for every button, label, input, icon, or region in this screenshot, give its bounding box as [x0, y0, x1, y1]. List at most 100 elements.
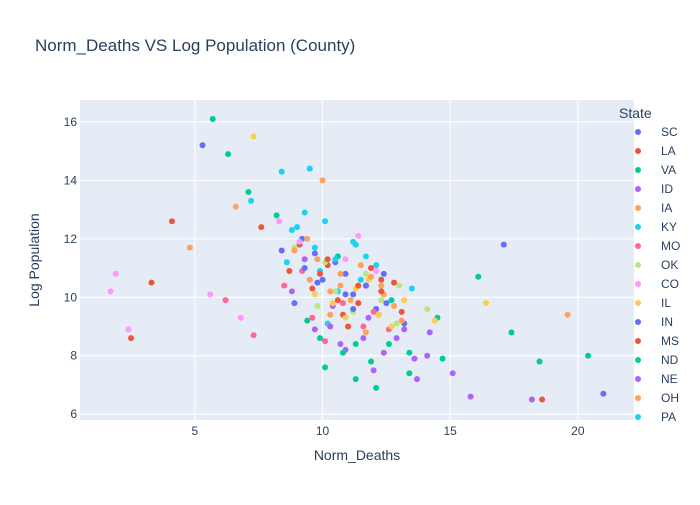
data-point	[199, 142, 206, 149]
legend-marker	[635, 129, 641, 135]
legend-item-in[interactable]: IN	[635, 315, 673, 329]
legend: SC LA VA ID IA KY MO OK CO IL IN MS ND NE OH PA	[635, 125, 680, 424]
legend-label: IL	[661, 296, 671, 310]
data-point	[449, 370, 456, 377]
legend-item-mo[interactable]: MO	[635, 239, 680, 253]
data-point	[350, 238, 357, 245]
legend-marker	[635, 338, 641, 344]
x-tick-label: 5	[192, 424, 199, 438]
data-point	[355, 300, 362, 307]
data-point	[327, 311, 334, 318]
y-tick-label: 14	[64, 173, 78, 187]
legend-item-nd[interactable]: ND	[635, 353, 679, 367]
data-point	[112, 270, 119, 277]
legend-item-ky[interactable]: KY	[635, 220, 677, 234]
legend-item-il[interactable]: IL	[635, 296, 671, 310]
legend-item-ne[interactable]: NE	[635, 372, 678, 386]
y-tick-label: 6	[70, 407, 77, 421]
data-point	[482, 300, 489, 307]
data-point	[309, 314, 316, 321]
data-point	[368, 273, 375, 280]
data-point	[391, 279, 398, 286]
data-point	[291, 247, 298, 254]
legend-item-oh[interactable]: OH	[635, 391, 679, 405]
series-in	[199, 142, 607, 397]
data-point	[352, 341, 359, 348]
legend-marker	[635, 224, 641, 230]
data-point	[283, 259, 290, 266]
data-point	[258, 224, 265, 231]
legend-item-id[interactable]: ID	[635, 182, 673, 196]
data-point	[431, 317, 438, 324]
x-tick-label: 10	[316, 424, 330, 438]
data-point	[278, 247, 285, 254]
data-point	[245, 189, 252, 196]
data-point	[278, 168, 285, 175]
data-point	[368, 358, 375, 365]
data-point	[286, 267, 293, 274]
legend-item-sc[interactable]: SC	[635, 125, 678, 139]
legend-marker	[635, 186, 641, 192]
data-point	[306, 276, 313, 283]
legend-marker	[635, 395, 641, 401]
plot-area	[80, 100, 634, 420]
data-point	[439, 355, 446, 362]
data-point	[322, 218, 329, 225]
data-point	[332, 288, 339, 295]
data-point	[424, 352, 431, 359]
legend-label: MS	[661, 334, 679, 348]
data-point	[342, 256, 349, 263]
series-nd	[316, 329, 592, 391]
data-point	[339, 349, 346, 356]
legend-item-co[interactable]: CO	[635, 277, 679, 291]
data-point	[393, 320, 400, 327]
legend-item-pa[interactable]: PA	[635, 410, 676, 424]
legend-item-ok[interactable]: OK	[635, 258, 678, 272]
legend-marker	[635, 262, 641, 268]
legend-item-la[interactable]: LA	[635, 144, 676, 158]
legend-marker	[635, 281, 641, 287]
data-point	[342, 270, 349, 277]
data-point	[508, 329, 515, 336]
data-point	[301, 265, 308, 272]
data-point	[125, 326, 132, 333]
data-point	[329, 300, 336, 307]
chart-title: Norm_Deaths VS Log Population (County)	[35, 36, 355, 55]
legend-label: MO	[661, 239, 680, 253]
data-point	[350, 291, 357, 298]
data-point	[209, 115, 216, 122]
grid	[80, 100, 634, 420]
data-point	[375, 311, 382, 318]
legend-item-ms[interactable]: MS	[635, 334, 679, 348]
data-point	[128, 335, 135, 342]
data-point	[107, 288, 114, 295]
y-axis-ticks: 6 8 10 12 14 16	[64, 115, 78, 421]
data-point	[355, 232, 362, 239]
data-point	[327, 288, 334, 295]
data-point	[324, 256, 331, 263]
legend-item-ia[interactable]: IA	[635, 201, 672, 215]
series-il	[250, 133, 489, 330]
data-point	[398, 317, 405, 324]
legend-label: NE	[661, 372, 678, 386]
data-point	[500, 241, 507, 248]
data-point	[370, 308, 377, 315]
data-point	[406, 370, 413, 377]
data-point	[426, 329, 433, 336]
data-point	[350, 305, 357, 312]
data-point	[388, 297, 395, 304]
data-point	[250, 133, 257, 140]
data-point	[380, 349, 387, 356]
legend-item-va[interactable]: VA	[635, 163, 676, 177]
x-tick-label: 20	[571, 424, 585, 438]
data-point	[342, 291, 349, 298]
data-point	[337, 270, 344, 277]
data-point	[396, 282, 403, 289]
data-point	[388, 323, 395, 330]
legend-marker	[635, 319, 641, 325]
data-point	[319, 177, 326, 184]
data-point	[322, 364, 329, 371]
data-point	[401, 297, 408, 304]
data-point	[314, 279, 321, 286]
